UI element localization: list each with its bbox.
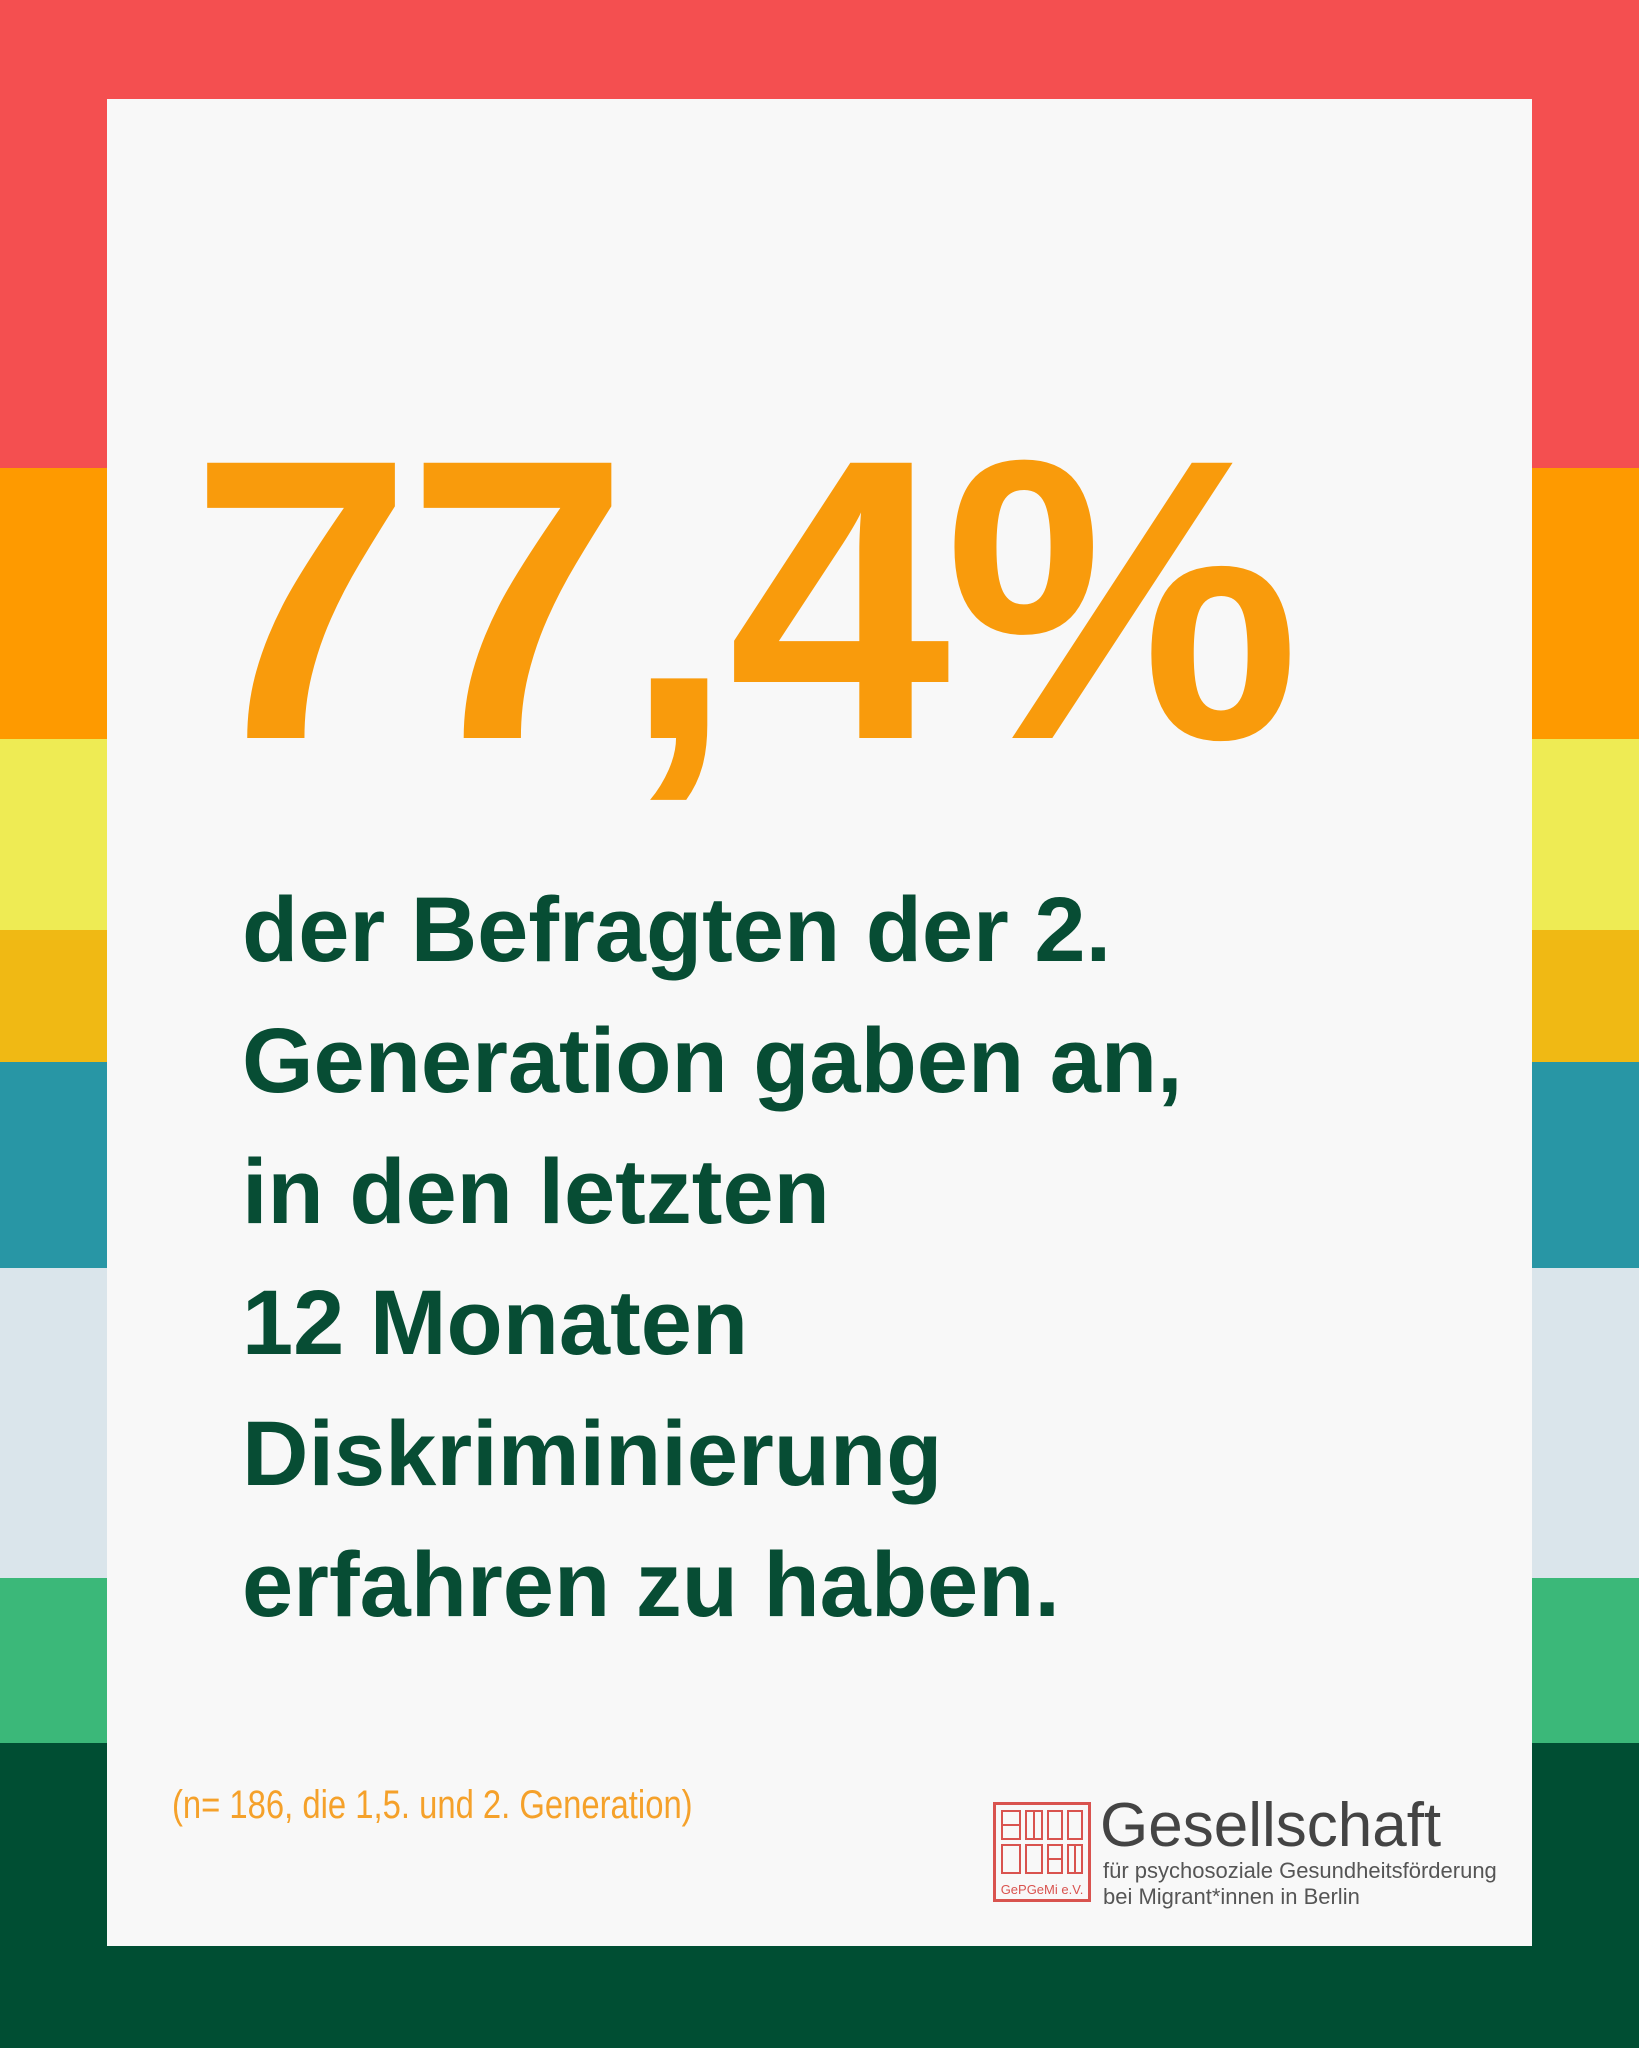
logo-seal: GePGeMi e.V. bbox=[993, 1802, 1091, 1902]
logo-subtitle: für psychosoziale Gesundheitsförderung bbox=[1103, 1858, 1497, 1883]
body-line: Generation gaben an, bbox=[242, 1010, 1183, 1112]
body-text: der Befragten der 2. Generation gaben an… bbox=[242, 865, 1183, 1651]
panel bbox=[107, 99, 1532, 1946]
body-line: 12 Monaten bbox=[242, 1272, 749, 1374]
seal-text: GePGeMi e.V. bbox=[1000, 1882, 1084, 1897]
footnote: (n= 186, die 1,5. und 2. Generation) bbox=[172, 1783, 693, 1827]
body-line: erfahren zu haben. bbox=[242, 1534, 1060, 1636]
body-line: Diskriminierung bbox=[242, 1403, 943, 1505]
body-line: der Befragten der 2. bbox=[242, 879, 1112, 981]
headline: 77,4% bbox=[190, 376, 1300, 823]
logo-subtitle: bei Migrant*innen in Berlin bbox=[1103, 1884, 1360, 1909]
body-line: in den letzten bbox=[242, 1141, 830, 1243]
logo-title: Gesellschaft bbox=[1100, 1791, 1442, 1860]
seal-pattern bbox=[1001, 1810, 1083, 1874]
